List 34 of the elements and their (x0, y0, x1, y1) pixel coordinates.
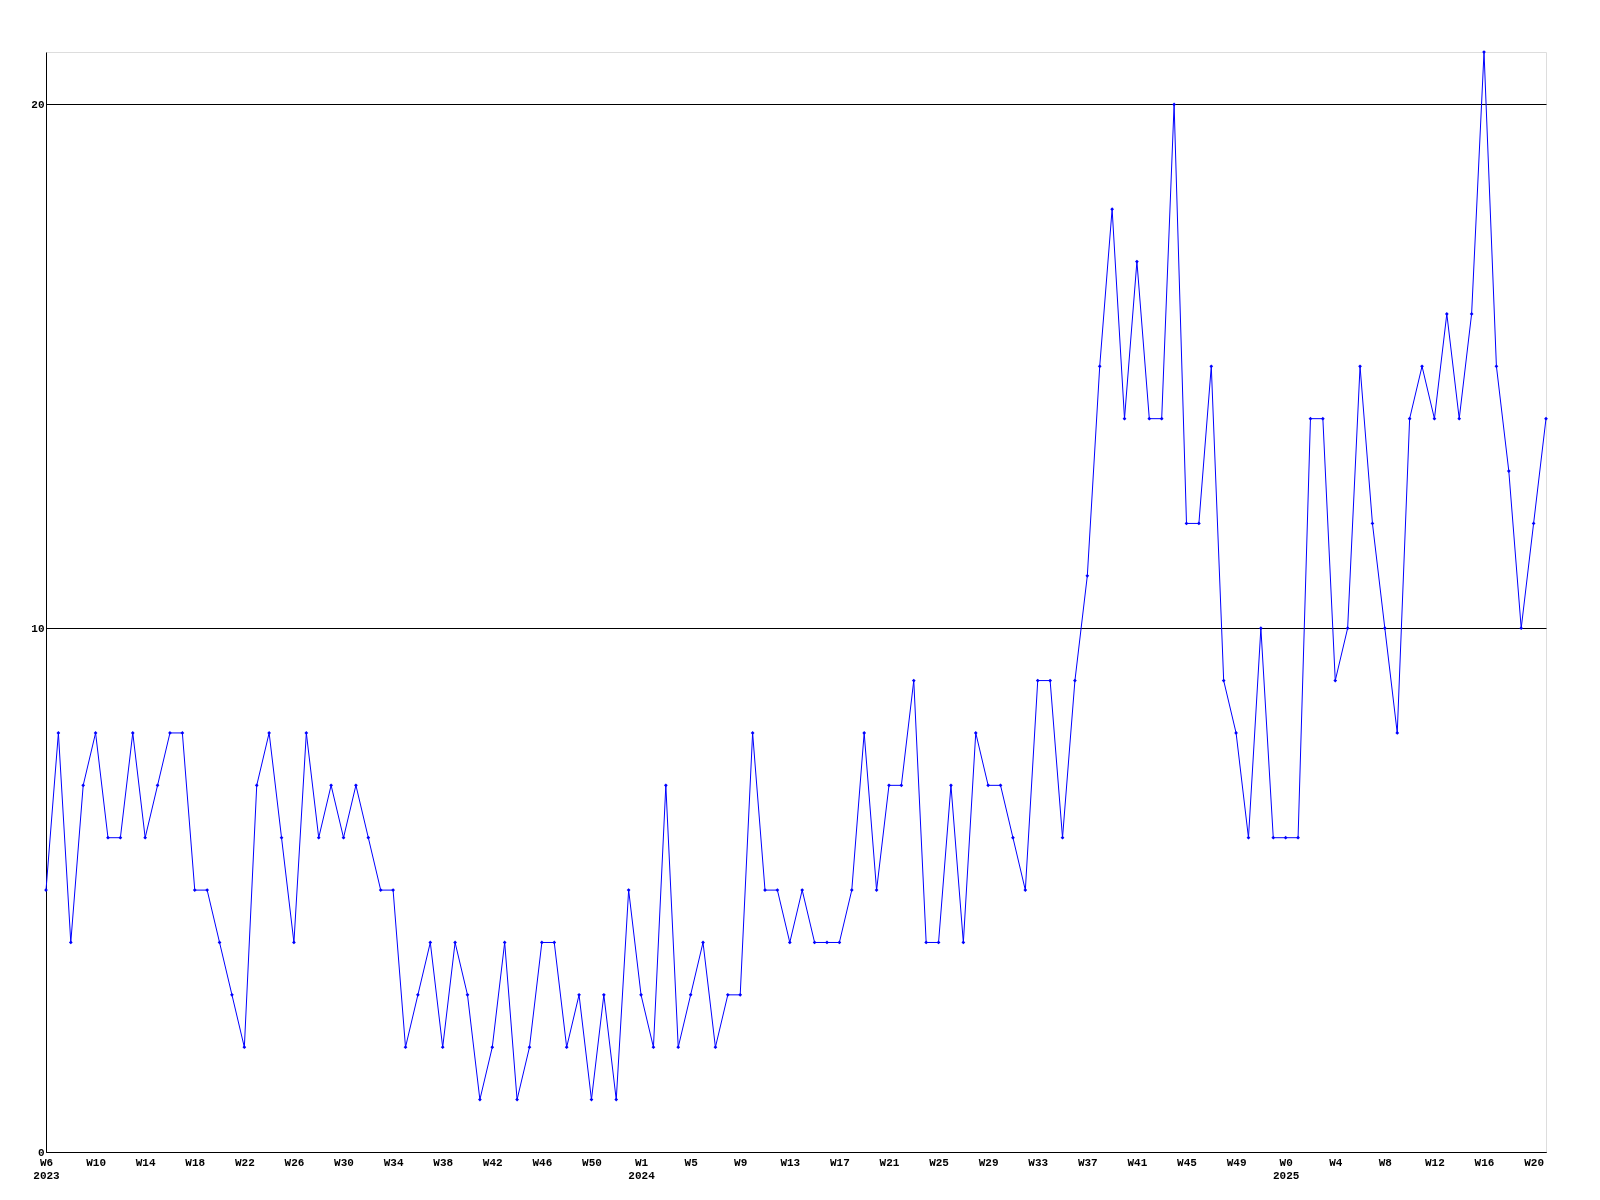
x-tick-label: W30 (334, 1156, 354, 1169)
x-tick-label: W1 2024 (628, 1156, 656, 1182)
x-tick-label: W26 (284, 1156, 305, 1169)
x-tick-label: W9 (734, 1156, 748, 1169)
x-tick-label: W25 (929, 1156, 950, 1169)
x-tick-label: W13 (780, 1156, 801, 1169)
y-tick-label: 10 (31, 622, 45, 635)
x-tick-label: W50 (582, 1156, 602, 1169)
x-tick-label: W46 (532, 1156, 553, 1169)
x-tick-label: W29 (978, 1156, 999, 1169)
y-tick-label: 20 (31, 98, 45, 111)
x-tick-label: W0 2025 (1272, 1156, 1300, 1182)
x-tick-label: W14 (135, 1156, 156, 1169)
x-tick-label: W10 (86, 1156, 106, 1169)
x-tick-label: W38 (433, 1156, 454, 1169)
x-tick-label: W49 (1226, 1156, 1247, 1169)
x-tick-label: W12 (1425, 1156, 1445, 1169)
x-tick-label: W45 (1177, 1156, 1198, 1169)
x-tick-label: W18 (185, 1156, 206, 1169)
x-tick-label: W8 (1378, 1156, 1393, 1169)
x-tick-label: W5 (684, 1156, 699, 1169)
x-tick-label: W42 (482, 1156, 503, 1169)
x-tick-label: W41 (1127, 1156, 1148, 1169)
x-tick-label: W4 (1329, 1156, 1343, 1169)
x-tick-label: W33 (1028, 1156, 1049, 1169)
x-tick-label: W17 (829, 1156, 850, 1169)
x-tick-label: W16 (1474, 1156, 1495, 1169)
y-tick-label: 0 (37, 1146, 45, 1159)
x-tick-label: W6 2023 (33, 1156, 61, 1182)
x-tick-label: W37 (1077, 1156, 1098, 1169)
x-tick-label: W20 (1524, 1156, 1545, 1169)
x-tick-label: W22 (234, 1156, 255, 1169)
x-tick-label: W21 (879, 1156, 900, 1169)
x-tick-label: W34 (383, 1156, 404, 1169)
